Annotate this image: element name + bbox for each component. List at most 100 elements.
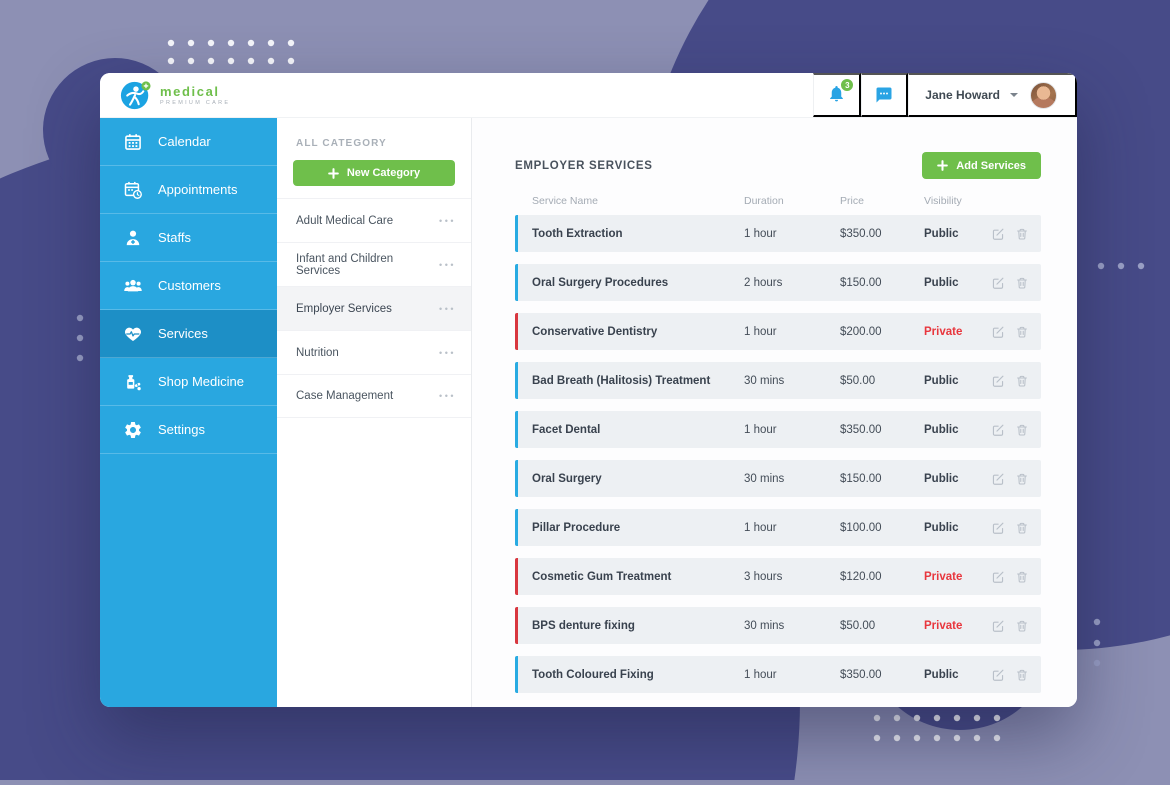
services-table: Tooth Extraction 1 hour $350.00 Public — [515, 215, 1041, 693]
category-item-nutrition[interactable]: Nutrition — [277, 330, 471, 374]
sidebar-item-staffs[interactable]: Staffs — [100, 214, 277, 262]
edit-service-button[interactable] — [991, 570, 1005, 584]
trash-icon — [1017, 522, 1027, 534]
service-price: $50.00 — [840, 619, 876, 632]
delete-service-button[interactable] — [1015, 227, 1029, 241]
edit-service-button[interactable] — [991, 472, 1005, 486]
delete-service-button[interactable] — [1015, 423, 1029, 437]
avatar — [1030, 81, 1057, 109]
delete-service-button[interactable] — [1015, 668, 1029, 682]
service-name: Facet Dental — [532, 423, 601, 436]
category-item-case-management[interactable]: Case Management — [277, 374, 471, 418]
service-visibility: Private — [924, 325, 963, 338]
service-visibility: Private — [924, 619, 963, 632]
service-visibility: Public — [924, 521, 959, 534]
service-duration: 3 hours — [744, 570, 783, 583]
category-item-infant-and-children-services[interactable]: Infant and Children Services — [277, 242, 471, 286]
service-duration: 1 hour — [744, 423, 777, 436]
category-menu-icon[interactable] — [439, 304, 456, 314]
edit-service-button[interactable] — [991, 374, 1005, 388]
edit-service-button[interactable] — [991, 619, 1005, 633]
delete-service-button[interactable] — [1015, 374, 1029, 388]
edit-service-button[interactable] — [991, 276, 1005, 290]
topbar-actions: 3 Jane Howard — [813, 73, 1077, 117]
category-menu-icon[interactable] — [439, 260, 456, 270]
edit-icon — [992, 326, 1004, 338]
edit-service-button[interactable] — [991, 521, 1005, 535]
sidebar-item-calendar[interactable]: Calendar — [100, 118, 277, 166]
user-menu[interactable]: Jane Howard — [908, 73, 1077, 117]
edit-icon — [992, 375, 1004, 387]
app-window: medical PREMIUM CARE 3 Jane — [100, 73, 1077, 707]
edit-service-button[interactable] — [991, 423, 1005, 437]
service-name: Oral Surgery Procedures — [532, 276, 669, 289]
edit-icon — [992, 228, 1004, 240]
service-visibility: Public — [924, 227, 959, 240]
service-price: $100.00 — [840, 521, 882, 534]
edit-service-button[interactable] — [991, 325, 1005, 339]
delete-service-button[interactable] — [1015, 521, 1029, 535]
trash-icon — [1017, 571, 1027, 583]
delete-service-button[interactable] — [1015, 276, 1029, 290]
service-price: $150.00 — [840, 276, 882, 289]
notifications-button[interactable]: 3 — [813, 73, 862, 117]
edit-service-button[interactable] — [991, 668, 1005, 682]
service-visibility: Public — [924, 423, 959, 436]
add-services-button[interactable]: Add Services — [922, 152, 1041, 179]
caret-down-icon — [1010, 93, 1018, 97]
category-menu-icon[interactable] — [439, 216, 456, 226]
services-icon — [123, 324, 143, 344]
category-list: Adult Medical Care Infant and Children S… — [277, 198, 471, 418]
edit-icon — [992, 473, 1004, 485]
page-title: EMPLOYER SERVICES — [515, 159, 653, 172]
sidebar-item-customers[interactable]: Customers — [100, 262, 277, 310]
category-menu-icon[interactable] — [439, 348, 456, 358]
plus-icon — [937, 160, 949, 171]
plus-icon — [327, 167, 339, 179]
service-row: Cosmetic Gum Treatment 3 hours $120.00 P… — [515, 558, 1041, 595]
sidebar-item-services[interactable]: Services — [100, 310, 277, 358]
service-duration: 1 hour — [744, 325, 777, 338]
edit-icon — [992, 669, 1004, 681]
edit-icon — [992, 522, 1004, 534]
category-item-adult-medical-care[interactable]: Adult Medical Care — [277, 198, 471, 242]
service-duration: 1 hour — [744, 668, 777, 681]
delete-service-button[interactable] — [1015, 472, 1029, 486]
edit-service-button[interactable] — [991, 227, 1005, 241]
service-visibility: Public — [924, 374, 959, 387]
bell-icon — [830, 85, 844, 102]
service-row: Facet Dental 1 hour $350.00 Public — [515, 411, 1041, 448]
category-item-employer-services[interactable]: Employer Services — [277, 286, 471, 330]
table-header: Service Name Duration Price Visibility — [515, 195, 1041, 207]
new-category-button[interactable]: New Category — [293, 160, 455, 186]
sidebar-item-shop-medicine[interactable]: Shop Medicine — [100, 358, 277, 406]
service-row: Pillar Procedure 1 hour $100.00 Public — [515, 509, 1041, 546]
service-row: Oral Surgery 30 mins $150.00 Public — [515, 460, 1041, 497]
category-menu-icon[interactable] — [439, 391, 456, 401]
service-visibility: Public — [924, 276, 959, 289]
edit-icon — [992, 571, 1004, 583]
edit-icon — [992, 277, 1004, 289]
delete-service-button[interactable] — [1015, 619, 1029, 633]
service-price: $200.00 — [840, 325, 882, 338]
delete-service-button[interactable] — [1015, 325, 1029, 339]
trash-icon — [1017, 326, 1027, 338]
service-name: Bad Breath (Halitosis) Treatment — [532, 374, 711, 387]
sidebar-item-appointments[interactable]: Appointments — [100, 166, 277, 214]
service-duration: 30 mins — [744, 619, 785, 632]
chat-icon — [876, 87, 892, 103]
column-header-service-name: Service Name — [532, 195, 598, 207]
edit-icon — [992, 620, 1004, 632]
service-name: Pillar Procedure — [532, 521, 621, 534]
sidebar-item-settings[interactable]: Settings — [100, 406, 277, 454]
service-row: Tooth Extraction 1 hour $350.00 Public — [515, 215, 1041, 252]
service-name: Tooth Coloured Fixing — [532, 668, 654, 681]
main-content: EMPLOYER SERVICES Add Services Service N… — [472, 118, 1077, 707]
service-price: $350.00 — [840, 423, 882, 436]
settings-icon — [123, 420, 143, 440]
service-name: Tooth Extraction — [532, 227, 623, 240]
delete-service-button[interactable] — [1015, 570, 1029, 584]
service-visibility: Private — [924, 570, 963, 583]
trash-icon — [1017, 620, 1027, 632]
messages-button[interactable] — [861, 73, 909, 117]
